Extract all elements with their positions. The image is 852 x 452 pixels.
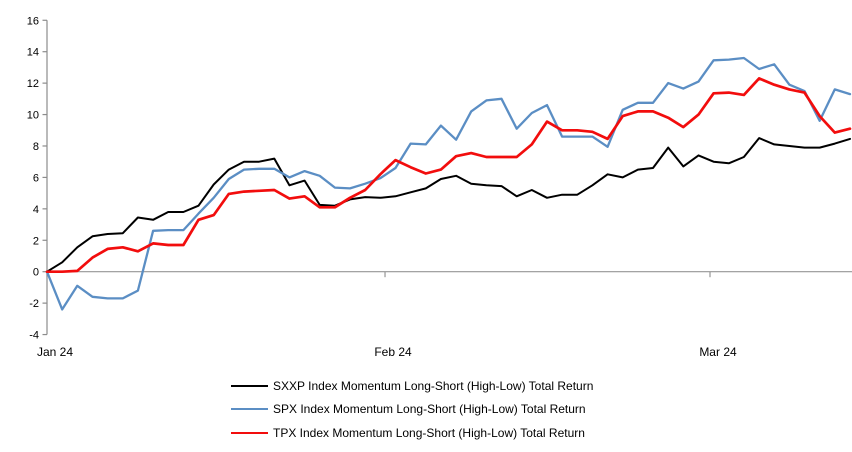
series-line-0 (46, 137, 851, 273)
x-tick-label: Mar 24 (699, 345, 737, 359)
legend-item-spx: SPX Index Momentum Long-Short (High-Low)… (231, 398, 593, 422)
y-tick-label: 0 (33, 267, 39, 279)
legend-label-spx: SPX Index Momentum Long-Short (High-Low)… (273, 402, 586, 417)
legend-item-sxxp: SXXP Index Momentum Long-Short (High-Low… (231, 374, 593, 398)
series-line-2 (45, 77, 852, 274)
x-tick-label: Jan 24 (37, 345, 73, 359)
y-tick-label: 8 (33, 141, 39, 153)
legend-line-swatch-sxxp (231, 384, 268, 387)
y-tick-label: 12 (27, 78, 39, 90)
y-tick-label: 2 (33, 235, 39, 247)
y-tick-label: -2 (29, 298, 39, 310)
legend-label-tpx: TPX Index Momentum Long-Short (High-Low)… (273, 425, 585, 440)
y-tick-label: 6 (33, 172, 39, 184)
y-tick-label: -4 (29, 330, 39, 342)
y-tick-label: 14 (27, 47, 39, 59)
x-tick-label: Feb 24 (374, 345, 412, 359)
y-tick-label: 10 (27, 110, 39, 122)
legend-label-sxxp: SXXP Index Momentum Long-Short (High-Low… (273, 378, 594, 393)
series-line-1 (45, 56, 852, 311)
y-tick-label: 4 (33, 204, 39, 216)
y-tick-label: 16 (27, 15, 39, 27)
chart-legend: SXXP Index Momentum Long-Short (High-Low… (231, 374, 593, 445)
legend-line-swatch-tpx (231, 431, 268, 434)
legend-item-tpx: TPX Index Momentum Long-Short (High-Low)… (231, 421, 593, 445)
legend-line-swatch-spx (231, 408, 268, 411)
